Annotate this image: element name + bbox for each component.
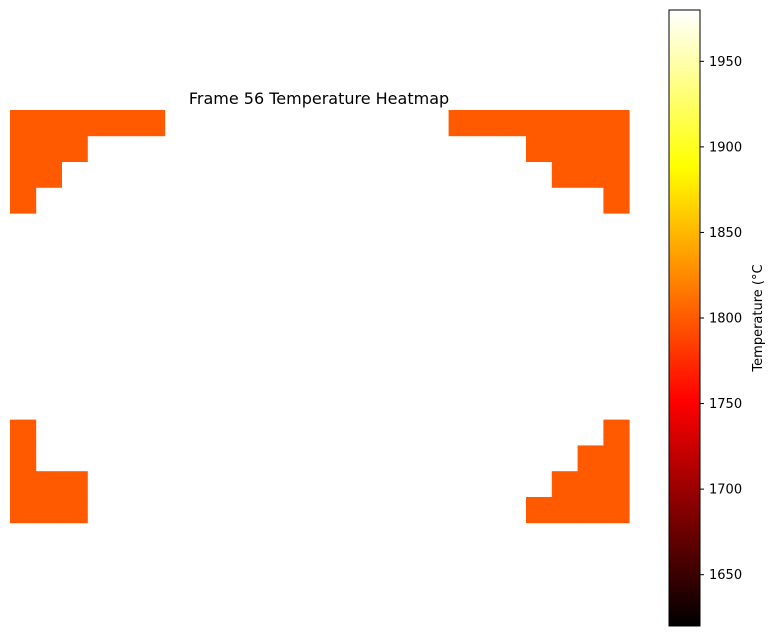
heatmap-cell	[10, 445, 37, 472]
heatmap-cell	[603, 187, 630, 214]
heatmap-cell	[603, 471, 630, 498]
colorbar-ticks: 1650 1700 1750 1800 1850 1900 1950	[700, 55, 742, 583]
heatmap-cell	[577, 161, 604, 188]
colorbar-tick-label: 1900	[709, 140, 742, 155]
heatmap-cell	[500, 110, 527, 137]
heatmap-cell	[551, 471, 578, 498]
heatmap-grid	[10, 110, 630, 524]
heatmap-cell	[10, 161, 37, 188]
heatmap-cell	[577, 497, 604, 524]
colorbar-tick-label: 1650	[709, 568, 742, 583]
heatmap-cell	[603, 419, 630, 446]
colorbar-gradient	[668, 9, 701, 627]
heatmap-cell	[448, 110, 475, 137]
colorbar-label: Temperature (°C	[751, 264, 766, 372]
colorbar-tick-label: 1800	[709, 312, 742, 327]
heatmap-cell	[577, 445, 604, 472]
colorbar-tick-label: 1750	[709, 397, 742, 412]
heatmap-cell	[35, 497, 62, 524]
colorbar-tick-label: 1700	[709, 483, 742, 498]
heatmap-cell	[87, 110, 114, 137]
colorbar: 1650 1700 1750 1800 1850 1900 1950 Temperature…	[668, 9, 766, 627]
heatmap-cell	[35, 161, 62, 188]
heatmap-cell	[35, 135, 62, 162]
heatmap-cell	[526, 135, 553, 162]
heatmap-cell	[551, 135, 578, 162]
heatmap-cell	[113, 110, 140, 137]
heatmap-cell	[35, 471, 62, 498]
heatmap-cell	[526, 110, 553, 137]
heatmap-cell	[10, 187, 37, 214]
heatmap-cell	[551, 110, 578, 137]
heatmap-cell	[526, 497, 553, 524]
heatmap-cell	[10, 471, 37, 498]
heatmap-cell	[61, 471, 88, 498]
heatmap-cell	[603, 497, 630, 524]
heatmap-cell	[603, 161, 630, 188]
chart-title: Frame 56 Temperature Heatmap	[189, 89, 449, 108]
heatmap-cell	[603, 445, 630, 472]
heatmap-cell	[61, 110, 88, 137]
heatmap-cell	[603, 135, 630, 162]
heatmap-cell	[577, 110, 604, 137]
colorbar-tick-label: 1950	[709, 55, 742, 70]
heatmap-cell	[10, 135, 37, 162]
heatmap-cell	[10, 497, 37, 524]
heatmap-cell	[551, 497, 578, 524]
heatmap-cell	[35, 110, 62, 137]
heatmap-cell	[61, 135, 88, 162]
colorbar-tick-label: 1850	[709, 226, 742, 241]
heatmap-cell	[474, 110, 501, 137]
heatmap-cell	[577, 135, 604, 162]
heatmap-cell	[61, 497, 88, 524]
heatmap-cell	[10, 110, 37, 137]
heatmap-cell	[551, 161, 578, 188]
heatmap-cell	[577, 471, 604, 498]
heatmap-cell	[603, 110, 630, 137]
heatmap-cell	[10, 419, 37, 446]
heatmap-cell	[139, 110, 166, 137]
